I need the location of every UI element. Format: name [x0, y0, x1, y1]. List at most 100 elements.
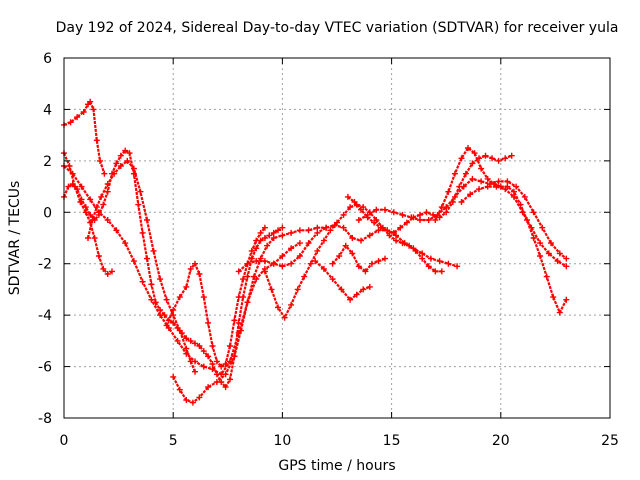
data-point-plus — [78, 196, 85, 203]
data-point-plus — [183, 397, 190, 403]
data-point-plus — [364, 211, 371, 218]
data-point-plus — [495, 157, 502, 164]
data-point-plus — [95, 253, 102, 259]
data-point-plus — [530, 235, 537, 241]
data-point-plus — [406, 242, 413, 249]
data-point-plus — [130, 258, 137, 265]
data-point-plus — [425, 263, 432, 270]
data-point-plus — [253, 258, 260, 265]
data-point-plus — [98, 193, 105, 200]
data-point-plus — [253, 245, 260, 252]
data-point-plus — [240, 276, 247, 283]
data-point-plus — [261, 224, 268, 231]
series-line — [86, 159, 197, 373]
data-point-plus — [528, 224, 535, 231]
data-point-plus — [548, 240, 554, 247]
series-arc-13 — [355, 175, 570, 262]
data-point-plus — [563, 263, 570, 270]
data-point-plus — [69, 181, 76, 187]
data-point-plus — [327, 227, 334, 234]
data-point-plus — [545, 250, 552, 257]
x-tick-label: 15 — [383, 433, 401, 449]
data-point-plus — [117, 163, 124, 169]
data-point-plus — [563, 255, 570, 262]
data-point-plus — [183, 335, 190, 342]
data-point-plus — [157, 312, 164, 319]
y-tick-label: -6 — [38, 360, 52, 376]
data-point-plus — [312, 258, 319, 265]
data-point-plus — [368, 260, 375, 267]
data-point-plus — [451, 170, 458, 177]
data-point-plus — [366, 283, 373, 290]
y-tick-label: -4 — [38, 308, 52, 324]
series-arc-9 — [261, 201, 445, 321]
data-point-plus — [100, 265, 107, 272]
data-point-plus — [279, 224, 286, 231]
data-point-plus — [209, 343, 216, 349]
series-line — [63, 100, 106, 175]
data-point-plus — [288, 260, 295, 267]
data-point-plus — [521, 193, 528, 200]
x-tick-label: 10 — [273, 433, 291, 449]
data-point-plus — [279, 263, 286, 270]
data-point-plus — [74, 186, 81, 193]
data-point-plus — [268, 286, 275, 293]
data-point-plus — [476, 186, 482, 193]
data-point-plus — [261, 268, 268, 275]
data-point-plus — [305, 227, 312, 234]
data-point-plus — [209, 361, 216, 367]
data-point-plus — [261, 258, 268, 265]
data-point-plus — [205, 319, 212, 326]
data-point-plus — [373, 206, 380, 213]
data-point-plus — [519, 209, 526, 216]
data-point-plus — [95, 209, 102, 216]
data-point-plus — [109, 268, 115, 275]
data-point-plus — [288, 229, 295, 236]
data-point-plus — [174, 337, 181, 344]
data-point-plus — [305, 240, 312, 247]
data-point-plus — [320, 265, 327, 272]
data-point-plus — [148, 281, 155, 288]
data-point-plus — [235, 268, 242, 275]
data-point-plus — [163, 296, 170, 303]
series-arc-12 — [344, 152, 515, 236]
data-point-plus — [66, 163, 73, 169]
data-point-plus — [157, 276, 164, 283]
data-point-plus — [222, 361, 229, 367]
series-arc-6 — [163, 224, 268, 370]
data-point-plus — [163, 322, 170, 329]
data-point-plus — [200, 363, 207, 370]
data-point-plus — [87, 196, 94, 203]
data-point-plus — [390, 229, 397, 236]
series-arc-2 — [61, 150, 115, 277]
data-point-plus — [423, 209, 430, 216]
data-point-plus — [253, 237, 260, 244]
data-point-plus — [353, 291, 360, 298]
data-point-plus — [93, 137, 100, 144]
plot-frame — [63, 57, 611, 419]
y-tick-label: -2 — [38, 257, 52, 273]
data-point-plus — [358, 206, 364, 213]
data-point-plus — [347, 296, 354, 303]
data-point-plus — [93, 204, 100, 211]
data-point-plus — [482, 152, 489, 159]
data-point-plus — [139, 229, 146, 236]
data-point-plus — [196, 394, 203, 401]
data-point-plus — [432, 217, 439, 223]
data-point-plus — [493, 183, 500, 190]
data-point-plus — [384, 227, 391, 234]
data-point-plus — [362, 268, 369, 275]
data-point-plus — [510, 193, 517, 200]
data-point-plus — [355, 217, 362, 223]
y-tick-label: -8 — [38, 411, 52, 427]
data-point-plus — [139, 278, 146, 285]
data-point-plus — [275, 304, 281, 311]
data-point-plus — [87, 211, 94, 218]
data-point-plus — [222, 371, 229, 378]
data-point-plus — [91, 235, 98, 241]
data-point-plus — [67, 119, 74, 126]
data-point-plus — [187, 337, 194, 344]
data-point-plus — [144, 217, 150, 223]
data-point-plus — [237, 327, 244, 334]
